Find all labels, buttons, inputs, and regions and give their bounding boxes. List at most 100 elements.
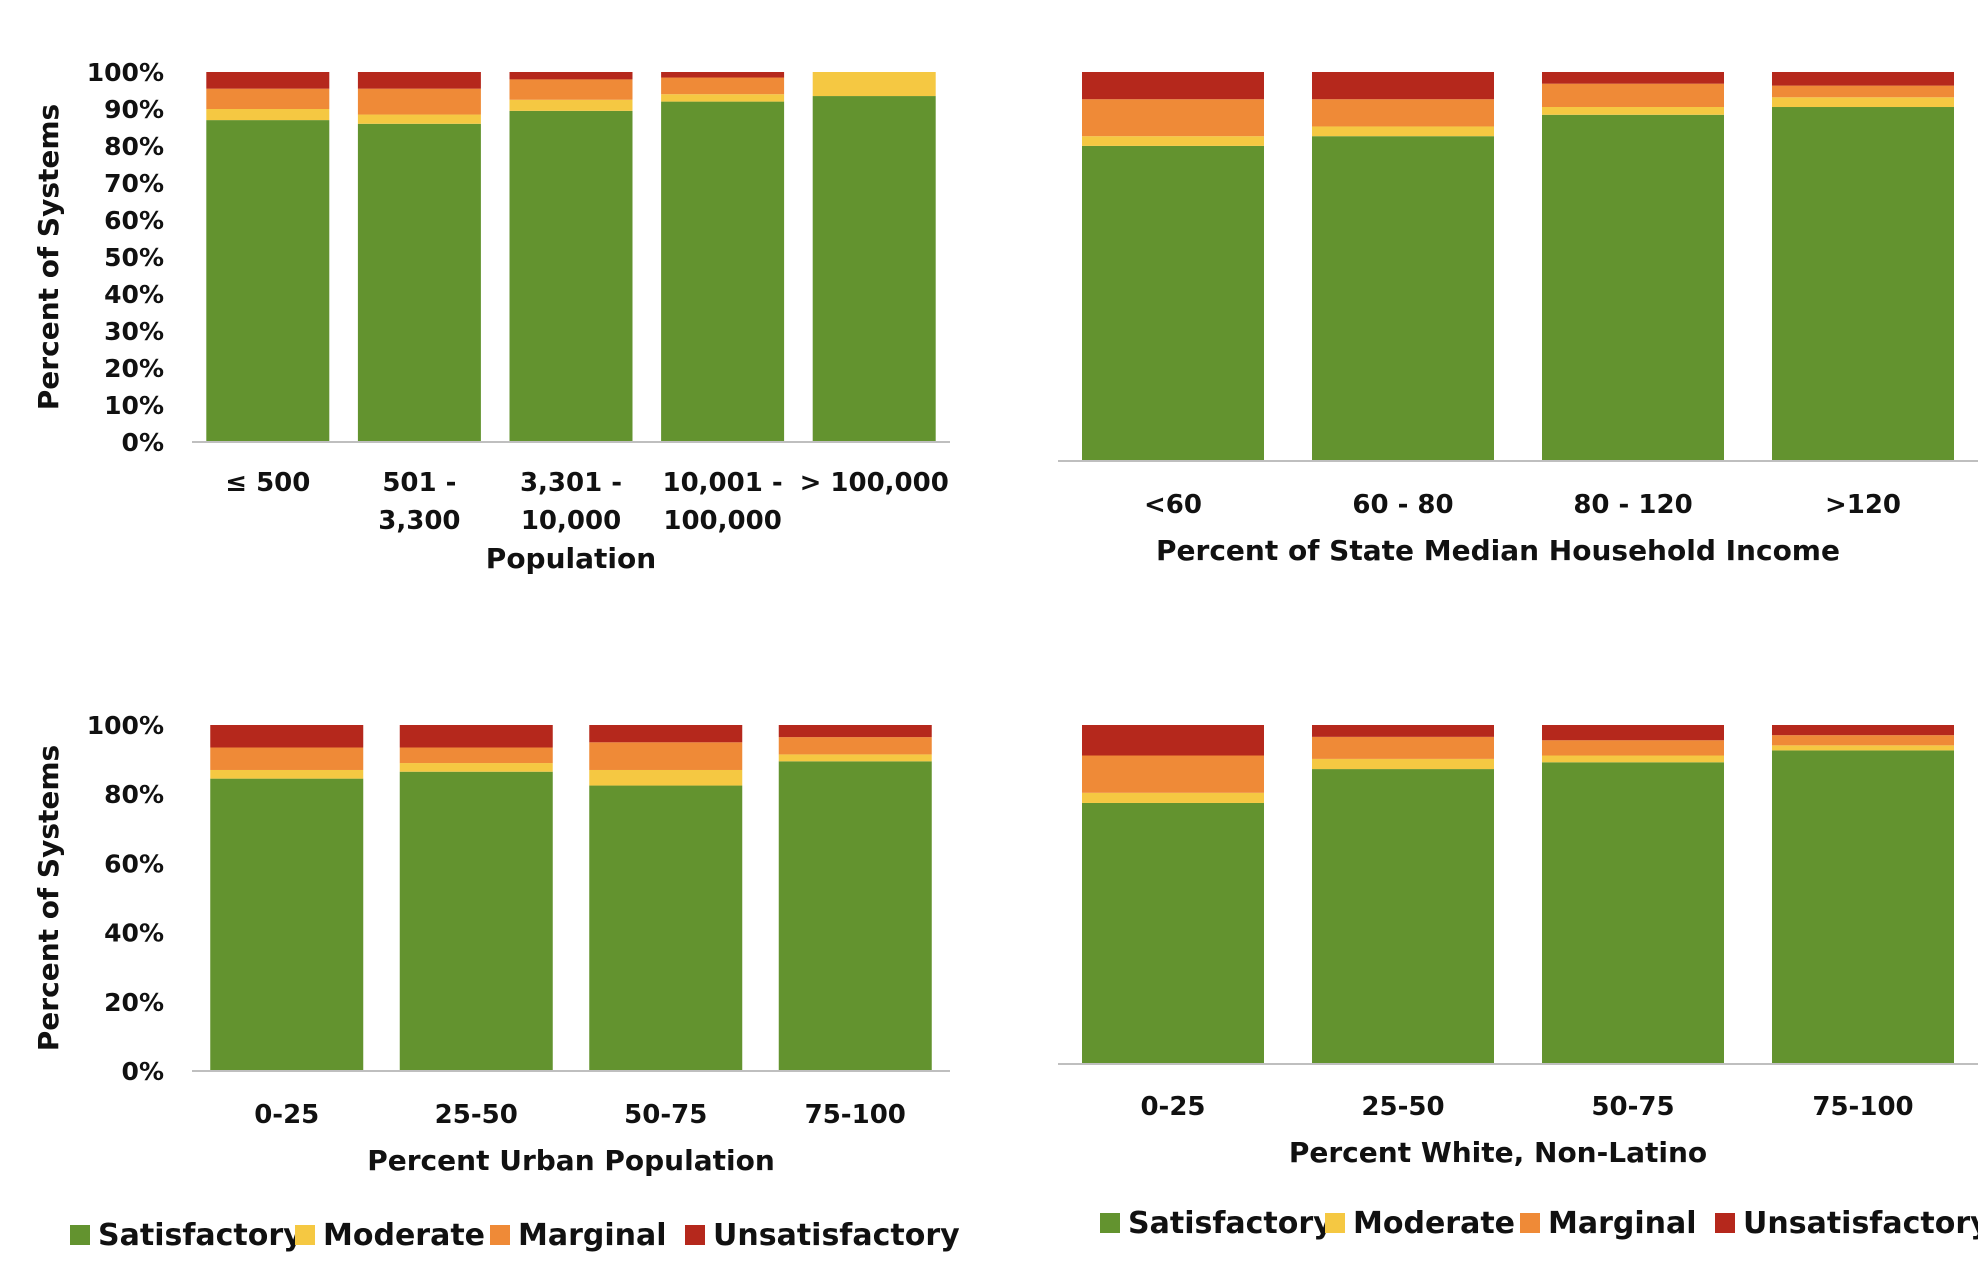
legend-label: Satisfactory [1128,1206,1333,1241]
y-tick-label: 20% [104,354,164,383]
bar-segment-satisfactory [1082,145,1264,461]
legend-label: Moderate [1353,1206,1515,1241]
bar-segment-moderate [1312,126,1494,137]
x-tick-label: <60 [1144,490,1202,520]
y-tick-label: 40% [104,919,164,948]
x-tick-label: 50-75 [1591,1092,1674,1122]
legend-label: Unsatisfactory [713,1218,960,1253]
legend-swatch-satisfactory [1100,1213,1120,1233]
y-tick-label: 40% [104,280,164,309]
bar-segment-moderate [210,769,364,779]
x-tick-label: 25-50 [1361,1092,1444,1122]
y-tick-label: 0% [122,1057,164,1086]
x-tick-label: 10,001 - [663,468,783,498]
bar-segment-marginal [1312,736,1494,759]
chart-panel-white: 0-25 25-50 50-75 75-100 Percent White, Non-L… [1058,725,1978,1169]
bar-segment-marginal [1542,740,1724,756]
bar-segment-unsatisfactory [1312,72,1494,100]
y-tick-label: 20% [104,988,164,1017]
x-tick-label: 3,300 [378,506,460,536]
bar-segment-satisfactory [1772,107,1954,461]
legend-left: Satisfactory Moderate Marginal Unsatisfacto… [70,1218,960,1253]
chart-panel-income: <60 60 - 80 80 - 120 >120 Percent of State M… [1058,72,1978,567]
chart-panel-urban: 0% 20% 40% 60% 80% 100% 0-25 25-50 50-75 75-100 Pe… [32,711,950,1177]
bar-segment-moderate [589,769,743,786]
bar-segment-unsatisfactory [210,725,364,748]
y-tick-label: 90% [104,95,164,124]
x-tick-label: > 100,000 [800,468,949,498]
x-tick-label: 0-25 [254,1100,319,1130]
bar-segment-unsatisfactory [778,725,932,738]
bar-segment-marginal [509,79,633,100]
bar-segment-marginal [1772,85,1954,98]
legend-label: Marginal [518,1218,667,1253]
y-tick-label: 100% [87,58,164,87]
y-tick-label: 0% [122,428,164,457]
bar-segment-marginal [210,747,364,770]
bar-segment-moderate [357,114,481,124]
x-axis-title: Percent White, Non-Latino [1289,1136,1707,1169]
legend-swatch-unsatisfactory [1715,1213,1735,1233]
bar-segment-satisfactory [210,778,364,1071]
legend-swatch-marginal [490,1225,510,1245]
bar-segment-satisfactory [778,761,932,1071]
x-axis-title: Percent of State Median Household Income [1156,534,1840,567]
y-tick-label: 50% [104,243,164,272]
y-tick-label: 30% [104,317,164,346]
y-tick-label: 10% [104,391,164,420]
bar-segment-satisfactory [1772,750,1954,1064]
y-tick-label: 60% [104,849,164,878]
bar-segment-marginal [1542,83,1724,108]
legend-label: Marginal [1548,1206,1697,1241]
bar-segment-moderate [812,72,936,97]
bar-segment-moderate [206,109,330,121]
y-tick-label: 80% [104,132,164,161]
legend-label: Satisfactory [98,1218,303,1253]
x-tick-label: 25-50 [435,1100,518,1130]
bar-segment-unsatisfactory [399,725,553,748]
chart-panel-population: 0% 10% 20% 30% 40% 50% 60% 70% 80% 90% 100% ≤ 500 50… [32,58,950,575]
bar-segment-marginal [1082,755,1264,793]
bar-segment-satisfactory [589,785,743,1071]
bar-segment-moderate [1772,745,1954,751]
bar-segment-marginal [1082,99,1264,137]
x-axis-title: Percent Urban Population [367,1144,775,1177]
bar-segment-marginal [661,77,785,95]
legend-swatch-unsatisfactory [685,1225,705,1245]
bar-segment-satisfactory [812,96,936,443]
x-tick-label: 80 - 120 [1573,490,1692,520]
legend-swatch-moderate [1325,1213,1345,1233]
bar-segment-marginal [399,747,553,764]
bar-segment-satisfactory [1082,802,1264,1064]
bar-segment-moderate [1542,755,1724,763]
bar-segment-moderate [1082,136,1264,146]
bar-segment-unsatisfactory [357,72,481,89]
bar-segment-satisfactory [357,123,481,443]
y-tick-label: 100% [87,711,164,740]
bar-segment-unsatisfactory [1312,725,1494,737]
bar-segment-satisfactory [399,771,553,1071]
x-tick-label: 50-75 [624,1100,707,1130]
bar-segment-unsatisfactory [661,72,785,78]
bar-segment-marginal [206,88,330,109]
legend-label: Unsatisfactory [1743,1206,1978,1241]
legend-label: Moderate [323,1218,485,1253]
x-axis-title: Population [486,542,656,575]
y-axis-title: Percent of Systems [32,745,65,1051]
x-tick-label: ≤ 500 [225,468,310,498]
x-tick-label: 100,000 [663,506,781,536]
x-tick-label: 75-100 [805,1100,906,1130]
legend-swatch-marginal [1520,1213,1540,1233]
x-tick-label: >120 [1825,490,1901,520]
y-axis-title: Percent of Systems [32,104,65,410]
bar-segment-moderate [399,763,553,772]
bar-segment-unsatisfactory [1542,72,1724,84]
x-tick-label: 0-25 [1140,1092,1205,1122]
bar-segment-marginal [1772,735,1954,746]
bar-segment-unsatisfactory [589,725,743,743]
x-tick-label: 10,000 [521,506,621,536]
legend-swatch-moderate [295,1225,315,1245]
bar-segment-marginal [778,737,932,755]
x-tick-label: 501 - [382,468,456,498]
